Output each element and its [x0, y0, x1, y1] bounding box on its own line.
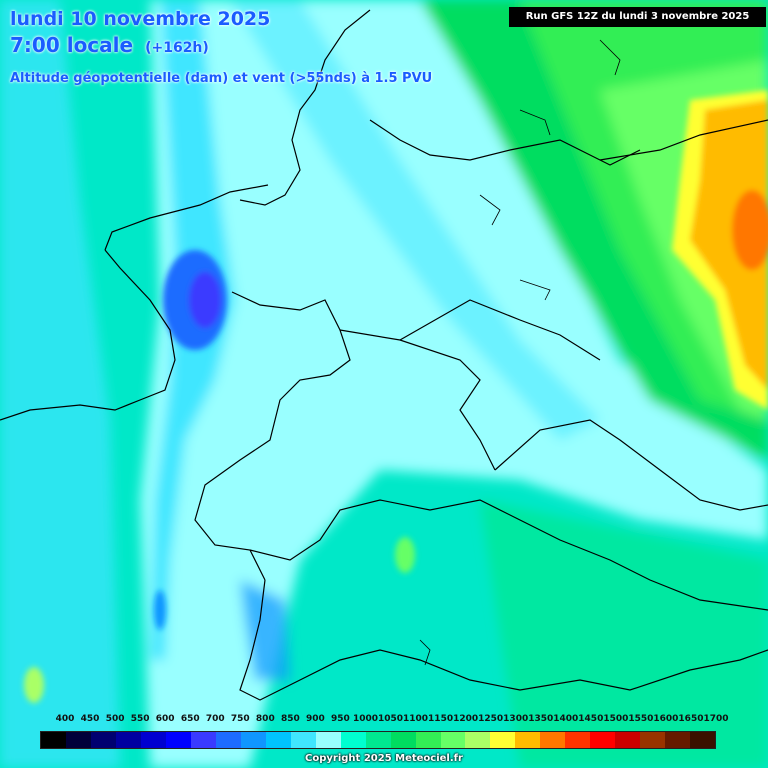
legend-label: 1400 — [553, 714, 579, 724]
legend-label: 1600 — [653, 714, 679, 724]
legend-swatch — [265, 732, 291, 748]
legend-swatch — [315, 732, 341, 748]
legend-label: 1150 — [428, 714, 454, 724]
legend-swatch — [590, 732, 616, 748]
field-cores — [24, 90, 768, 703]
legend-swatch — [665, 732, 691, 748]
legend-swatch — [340, 732, 366, 748]
legend-swatch — [565, 732, 591, 748]
legend-swatch — [640, 732, 666, 748]
legend-label: 750 — [230, 714, 250, 724]
legend-swatch — [465, 732, 491, 748]
legend-labels: 400 450 500 550 600 650 700 750 800 850 900 950 1000… — [40, 714, 729, 726]
legend-label: 400 — [55, 714, 75, 724]
country-borders — [0, 9, 768, 701]
legend-label: 600 — [155, 714, 175, 724]
legend-swatch — [390, 732, 416, 748]
legend-label: 550 — [130, 714, 150, 724]
lead-time: (+162h) — [145, 40, 209, 56]
legend-label: 1650 — [678, 714, 704, 724]
color-legend — [40, 731, 716, 749]
legend-label: 650 — [180, 714, 200, 724]
legend-label: 800 — [255, 714, 275, 724]
legend-label: 950 — [331, 714, 350, 724]
legend-swatch — [490, 732, 516, 748]
legend-swatch — [440, 732, 466, 748]
copyright: Copyright 2025 Meteociel.fr — [305, 753, 463, 764]
forecast-time: 7:00 locale (+162h) — [10, 33, 209, 57]
legend-label: 1200 — [453, 714, 479, 724]
legend-label: 1000 — [352, 714, 378, 724]
legend-label: 1700 — [703, 714, 729, 724]
run-info-banner: Run GFS 12Z du lundi 3 novembre 2025 — [509, 7, 766, 27]
legend-swatch — [140, 732, 166, 748]
legend-swatch — [690, 732, 716, 748]
legend-swatch — [615, 732, 641, 748]
legend-label: 700 — [205, 714, 225, 724]
legend-swatch — [365, 732, 391, 748]
legend-swatch — [290, 732, 316, 748]
legend-label: 1500 — [603, 714, 629, 724]
legend-label: 1050 — [377, 714, 404, 724]
legend-swatch — [215, 732, 241, 748]
local-time: 7:00 locale — [10, 33, 134, 57]
legend-label: 1350 — [528, 714, 554, 724]
legend-label: 1550 — [628, 714, 654, 724]
legend-swatch — [165, 732, 191, 748]
legend-swatch — [65, 732, 91, 748]
legend-swatch — [540, 732, 566, 748]
legend-label: 1250 — [478, 714, 504, 724]
legend-label: 850 — [280, 714, 300, 724]
legend-swatch — [515, 732, 541, 748]
legend-swatch — [41, 732, 66, 748]
legend-swatch — [90, 732, 116, 748]
legend-label: 450 — [80, 714, 100, 724]
legend-label: 500 — [105, 714, 125, 724]
legend-swatch — [240, 732, 266, 748]
legend-swatch — [115, 732, 141, 748]
legend-label: 900 — [306, 714, 325, 724]
legend-label: 1300 — [503, 714, 529, 724]
coast-details — [419, 39, 621, 666]
forecast-date: lundi 10 novembre 2025 — [10, 8, 271, 30]
legend-swatch — [190, 732, 216, 748]
legend-swatch — [415, 732, 441, 748]
legend-label: 1450 — [578, 714, 604, 724]
field-description: Altitude géopotentielle (dam) et vent (>… — [10, 71, 433, 86]
legend-label: 1100 — [403, 714, 429, 724]
